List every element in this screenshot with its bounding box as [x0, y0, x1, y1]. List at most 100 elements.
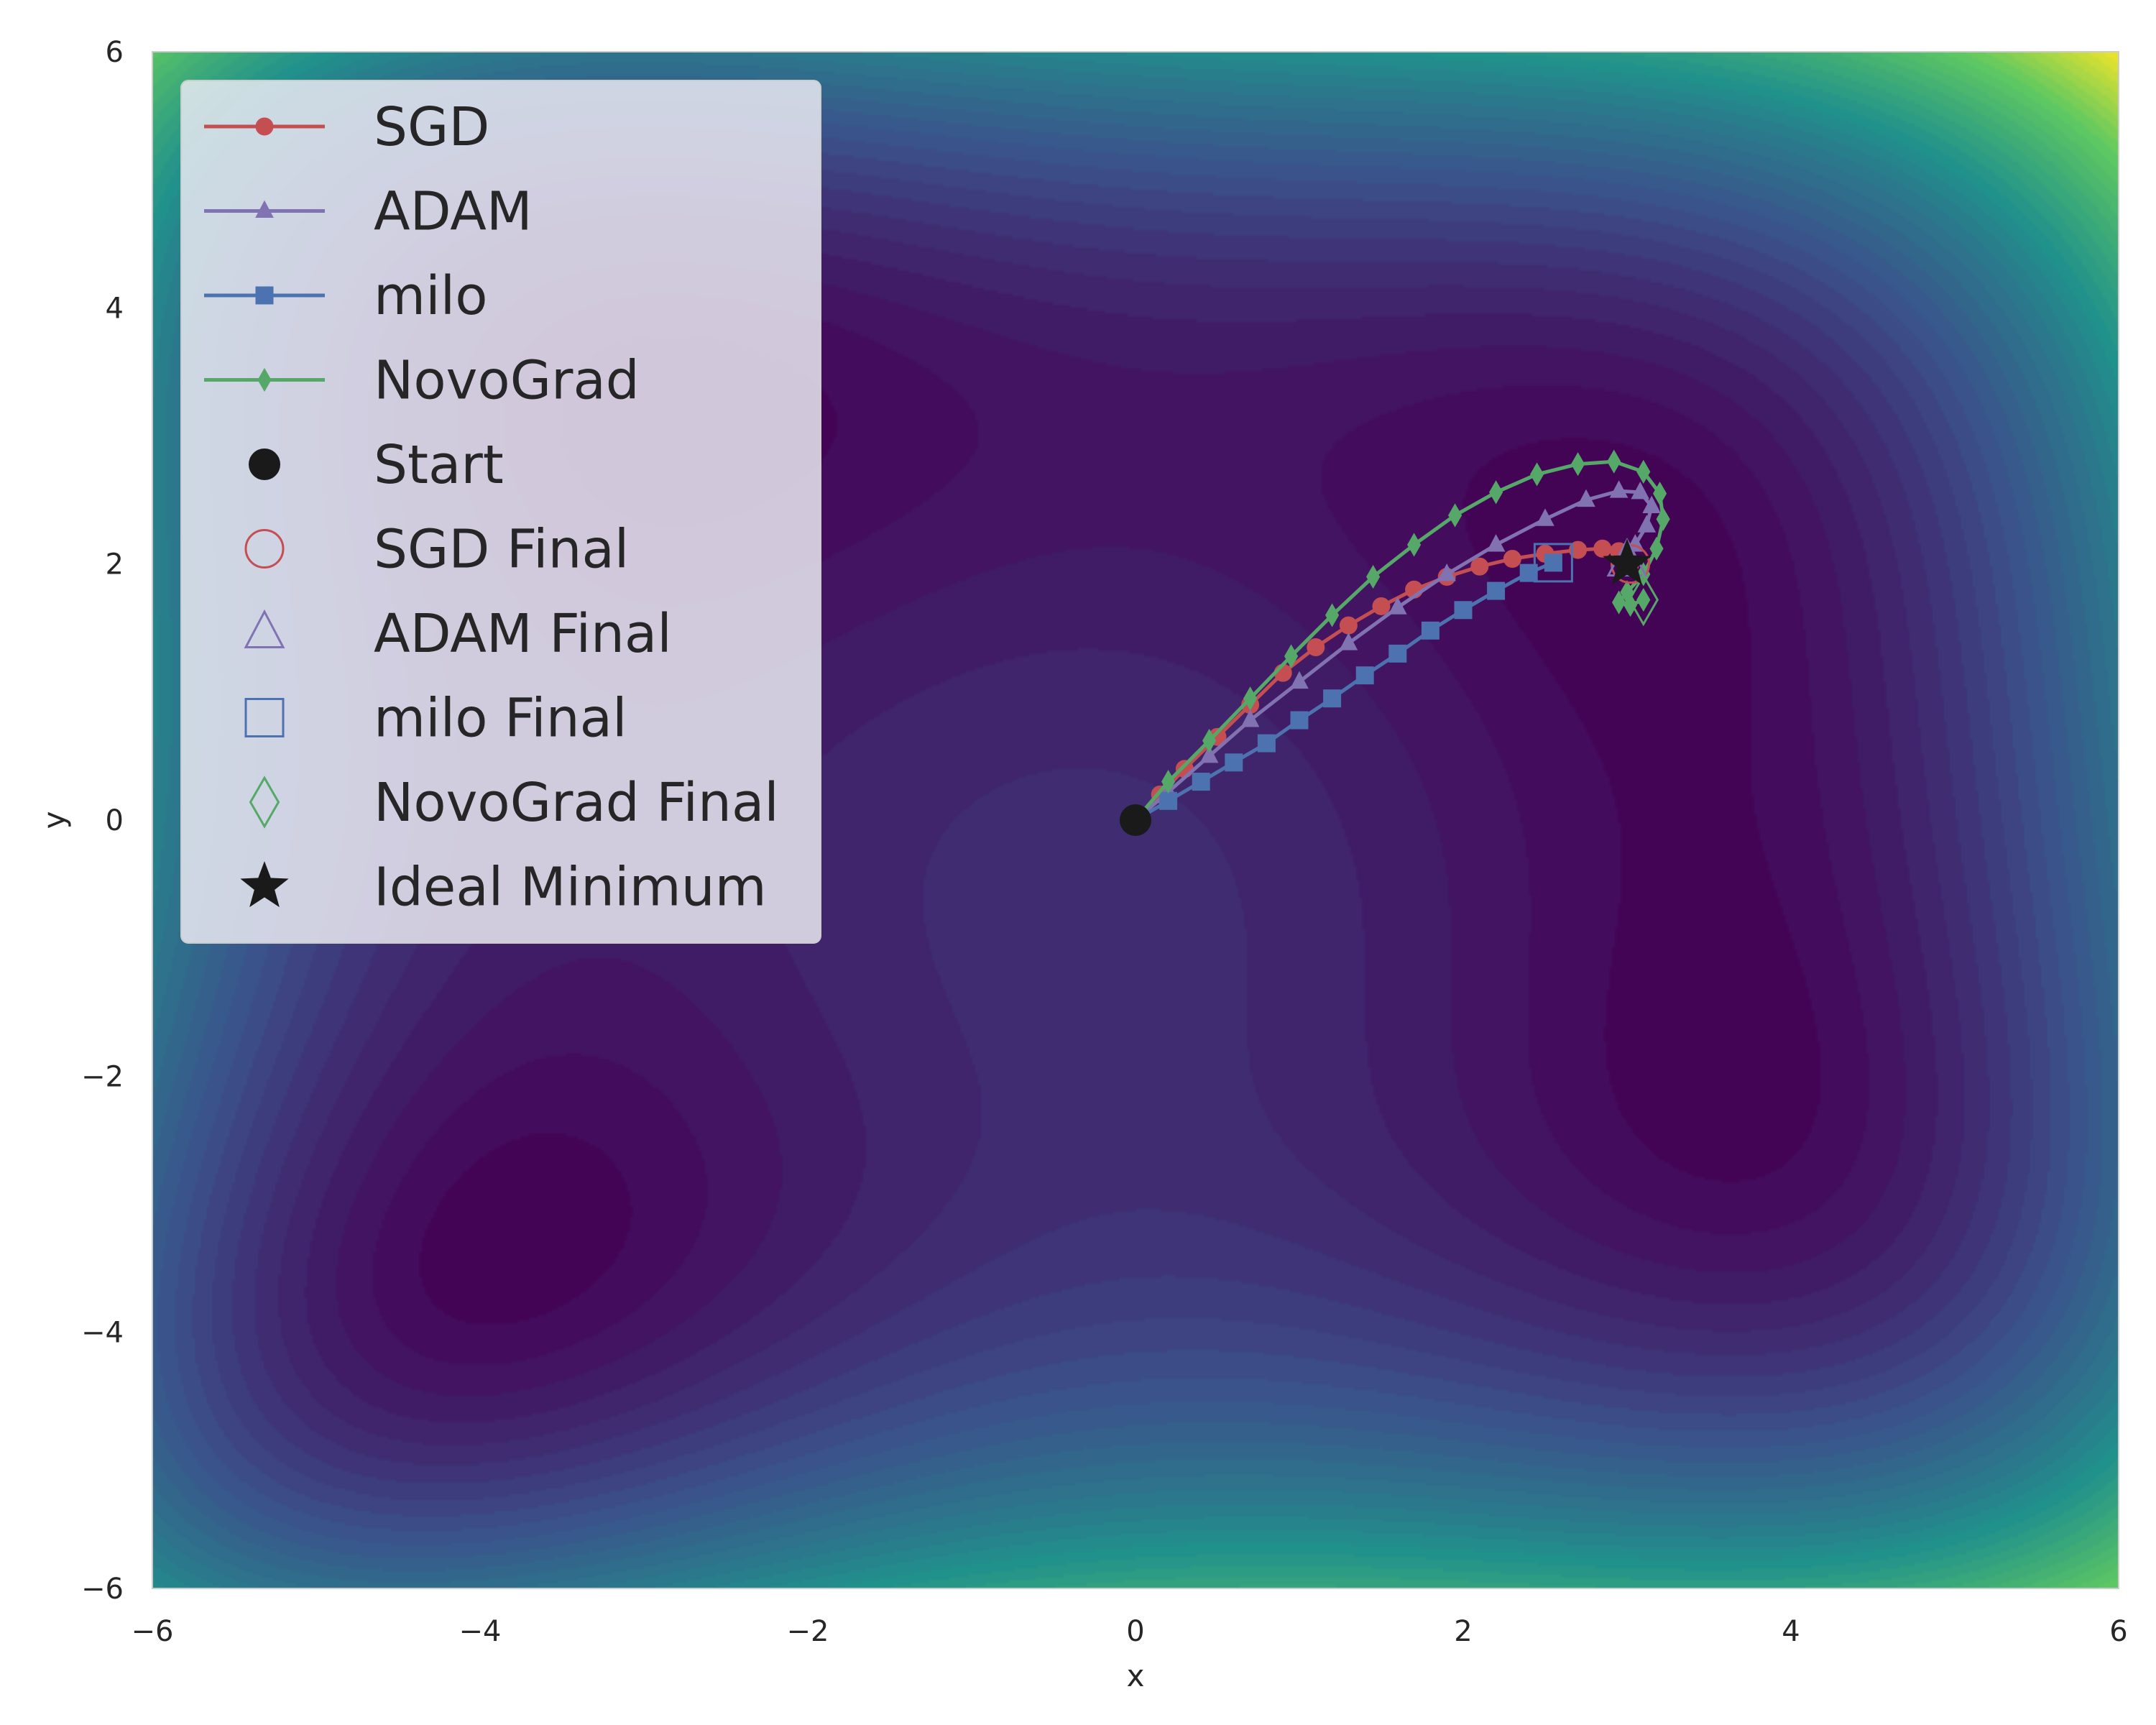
data-point-sgd — [1307, 638, 1325, 656]
data-point-novograd — [1366, 564, 1381, 589]
y-tick-label: 4 — [106, 292, 124, 325]
x-tick-label: −4 — [459, 1615, 502, 1648]
data-point-adam — [1339, 632, 1358, 650]
legend-marker — [255, 117, 274, 136]
x-axis-ticks: −6 −4 −2 0 2 4 6 — [132, 1615, 2128, 1648]
legend-marker — [255, 200, 274, 218]
x-tick-label: 0 — [1126, 1615, 1144, 1648]
data-point-milo — [1544, 553, 1562, 572]
legend-label: milo Final — [374, 688, 627, 750]
data-point-adam — [1642, 495, 1662, 513]
series-adam — [1126, 480, 1662, 827]
data-point-adam — [1486, 534, 1506, 552]
legend-label: NovoGrad — [374, 350, 640, 412]
data-point-milo — [1323, 689, 1342, 708]
y-tick-label: −6 — [81, 1573, 124, 1606]
start-marker — [1120, 804, 1151, 836]
trajectories — [1126, 449, 1670, 832]
data-point-novograd — [1656, 507, 1670, 531]
x-axis-label: x — [1127, 1658, 1145, 1693]
legend-label: ADAM Final — [374, 603, 672, 665]
data-point-novograd — [1636, 459, 1651, 484]
data-point-milo — [1159, 791, 1178, 810]
data-point-adam — [1609, 480, 1628, 498]
data-point-milo — [1454, 601, 1473, 620]
y-axis-label: y — [37, 811, 72, 829]
data-point-novograd — [1489, 480, 1503, 505]
data-point-adam — [1437, 564, 1457, 581]
y-axis-ticks: −6 −4 −2 0 2 4 6 — [81, 36, 124, 1606]
y-tick-label: 0 — [106, 804, 124, 837]
series-milo — [1126, 553, 1562, 829]
legend: SGD ADAM milo NovoGrad Start SGD Final ADAM Fi… — [180, 80, 821, 944]
legend-item: ADAM — [204, 181, 533, 243]
data-point-novograd — [1612, 590, 1626, 615]
legend-item: Ideal Minimum — [240, 857, 767, 919]
legend-marker — [257, 367, 272, 392]
y-tick-label: −4 — [81, 1317, 124, 1350]
data-point-adam — [1240, 709, 1260, 727]
legend-item: SGD Final — [244, 519, 629, 581]
legend-marker — [255, 286, 274, 305]
data-point-novograd — [1161, 769, 1176, 794]
legend-marker — [244, 698, 285, 737]
legend-label: SGD Final — [374, 519, 629, 581]
data-point-sgd — [1372, 597, 1391, 615]
data-point-novograd — [1623, 593, 1638, 617]
legend-label: Start — [374, 434, 504, 496]
x-tick-label: −6 — [132, 1615, 174, 1648]
x-tick-label: 4 — [1782, 1615, 1800, 1648]
plot-frame — [152, 51, 2119, 1589]
legend-label: ADAM — [374, 181, 533, 243]
legend-item: ADAM Final — [244, 603, 672, 665]
x-tick-label: 6 — [2109, 1615, 2127, 1648]
legend-marker — [244, 609, 285, 648]
legend-item: Start — [249, 434, 504, 496]
legend-label: Ideal Minimum — [374, 857, 767, 919]
legend-label: SGD — [374, 96, 489, 158]
data-point-novograd — [1325, 603, 1340, 627]
legend-marker — [249, 448, 280, 480]
data-point-sgd — [1569, 540, 1588, 559]
y-tick-label: 6 — [106, 36, 124, 69]
y-tick-label: 2 — [106, 548, 124, 581]
legend-box — [180, 80, 821, 944]
data-point-novograd — [1571, 452, 1585, 477]
x-tick-label: −2 — [787, 1615, 829, 1648]
data-point-milo — [1421, 621, 1439, 640]
data-point-sgd — [1339, 616, 1358, 635]
legend-item: SGD — [204, 96, 489, 158]
data-point-novograd — [1448, 503, 1462, 528]
legend-marker — [240, 861, 289, 908]
data-point-milo — [1355, 666, 1374, 685]
data-point-novograd — [1649, 536, 1664, 561]
legend-item: milo — [204, 265, 487, 327]
data-point-adam — [1388, 597, 1407, 615]
final-marker-novograd — [1628, 573, 1659, 627]
y-tick-label: −2 — [81, 1060, 124, 1093]
legend-marker — [244, 529, 285, 569]
legend-label: milo — [374, 265, 487, 327]
data-point-novograd — [1653, 482, 1667, 506]
data-point-milo — [1257, 734, 1276, 753]
legend-label: NovoGrad Final — [374, 772, 779, 834]
x-tick-label: 2 — [1454, 1615, 1472, 1648]
data-point-adam — [1637, 515, 1657, 533]
data-point-novograd — [1202, 728, 1217, 753]
data-point-novograd — [1530, 462, 1544, 487]
series-novograd — [1128, 449, 1670, 832]
data-point-novograd — [1284, 644, 1299, 668]
data-point-adam — [1631, 482, 1650, 500]
ideal-minimum-marker — [1603, 538, 1651, 585]
data-point-adam — [1199, 745, 1219, 763]
data-point-milo — [1388, 644, 1407, 663]
data-point-milo — [1225, 753, 1243, 772]
series-line-novograd — [1134, 459, 1665, 822]
data-point-milo — [1192, 773, 1210, 791]
data-point-adam — [1290, 671, 1309, 689]
data-point-novograd — [1243, 686, 1258, 711]
legend-item: NovoGrad — [204, 350, 640, 412]
data-point-adam — [1577, 489, 1595, 507]
data-point-novograd — [1607, 449, 1621, 474]
